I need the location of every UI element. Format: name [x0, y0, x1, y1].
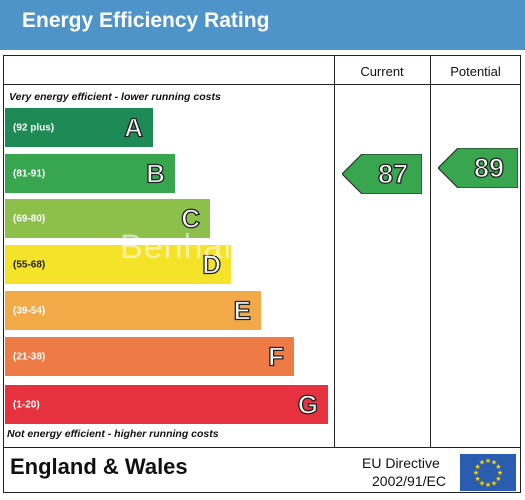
current-rating-value: 87: [377, 158, 409, 189]
band-range-label: (55-68): [13, 259, 46, 270]
eu-directive-number: 2002/91/EC: [372, 473, 446, 489]
band-range-label: (39-54): [13, 305, 46, 316]
eu-flag-icon: ★ ★ ★ ★ ★ ★ ★ ★ ★ ★ ★ ★: [460, 454, 516, 491]
eu-star-icon: ★: [479, 459, 485, 467]
band-d: (55-68) D: [5, 245, 231, 284]
eu-star-icon: ★: [495, 475, 501, 483]
region-label: England & Wales: [10, 454, 188, 479]
eu-star-icon: ★: [485, 481, 491, 489]
band-letter: D: [202, 248, 222, 279]
watermark-text: Benham: [120, 228, 253, 266]
band-e: (39-54) E: [5, 291, 261, 330]
band-range-label: (21-38): [13, 351, 46, 362]
current-arrow-shape: [342, 154, 422, 194]
page-title: Energy Efficiency Rating: [22, 9, 270, 32]
band-c: (69-80) C: [5, 199, 210, 238]
band-letter: E: [233, 294, 252, 325]
band-f: (21-38) F: [5, 337, 294, 376]
band-range-label: (81-91): [13, 168, 46, 179]
eu-star-icon: ★: [491, 479, 497, 487]
top-caption: Very energy efficient - lower running co…: [9, 91, 221, 103]
band-range-label: (92 plus): [13, 122, 55, 133]
potential-arrow-shape: [438, 148, 518, 188]
band-a: (92 plus) A: [5, 108, 153, 147]
eu-star-icon: ★: [474, 463, 480, 471]
eu-star-icon: ★: [491, 459, 497, 467]
eu-directive-label: EU Directive: [362, 455, 440, 471]
column-current-label: Current: [360, 64, 404, 79]
band-letter: F: [267, 340, 284, 371]
eu-star-icon: ★: [497, 469, 503, 477]
band-letter: B: [146, 157, 166, 188]
potential-rating-value: 89: [473, 152, 505, 183]
bottom-caption: Not energy efficient - higher running co…: [7, 428, 219, 440]
rating-frame: [3, 55, 521, 493]
column-potential-label: Potential: [450, 64, 501, 79]
band-range-label: (69-80): [13, 213, 46, 224]
band-g: (1-20) G: [5, 385, 328, 424]
band-letter: G: [297, 388, 319, 419]
column-header-rule: [3, 84, 521, 85]
potential-rating-arrow: 89: [438, 148, 518, 188]
eu-star-icon: ★: [473, 469, 479, 477]
eu-star-icon: ★: [485, 457, 491, 465]
eu-star-icon: ★: [479, 479, 485, 487]
divider-potential-left: [430, 55, 431, 448]
divider-current-left: [334, 55, 335, 448]
band-range-label: (1-20): [13, 399, 40, 410]
eu-star-icon: ★: [495, 463, 501, 471]
band-b: (81-91) B: [5, 154, 175, 193]
eu-star-icon: ★: [474, 475, 480, 483]
footer-rule: [3, 447, 521, 448]
header-bar: Energy Efficiency Rating: [0, 0, 525, 50]
band-letter: A: [124, 111, 144, 142]
band-letter: C: [181, 202, 201, 233]
eu-stars-icon: ★ ★★★★★★★★★★★: [473, 457, 503, 489]
current-rating-arrow: 87: [342, 154, 422, 194]
